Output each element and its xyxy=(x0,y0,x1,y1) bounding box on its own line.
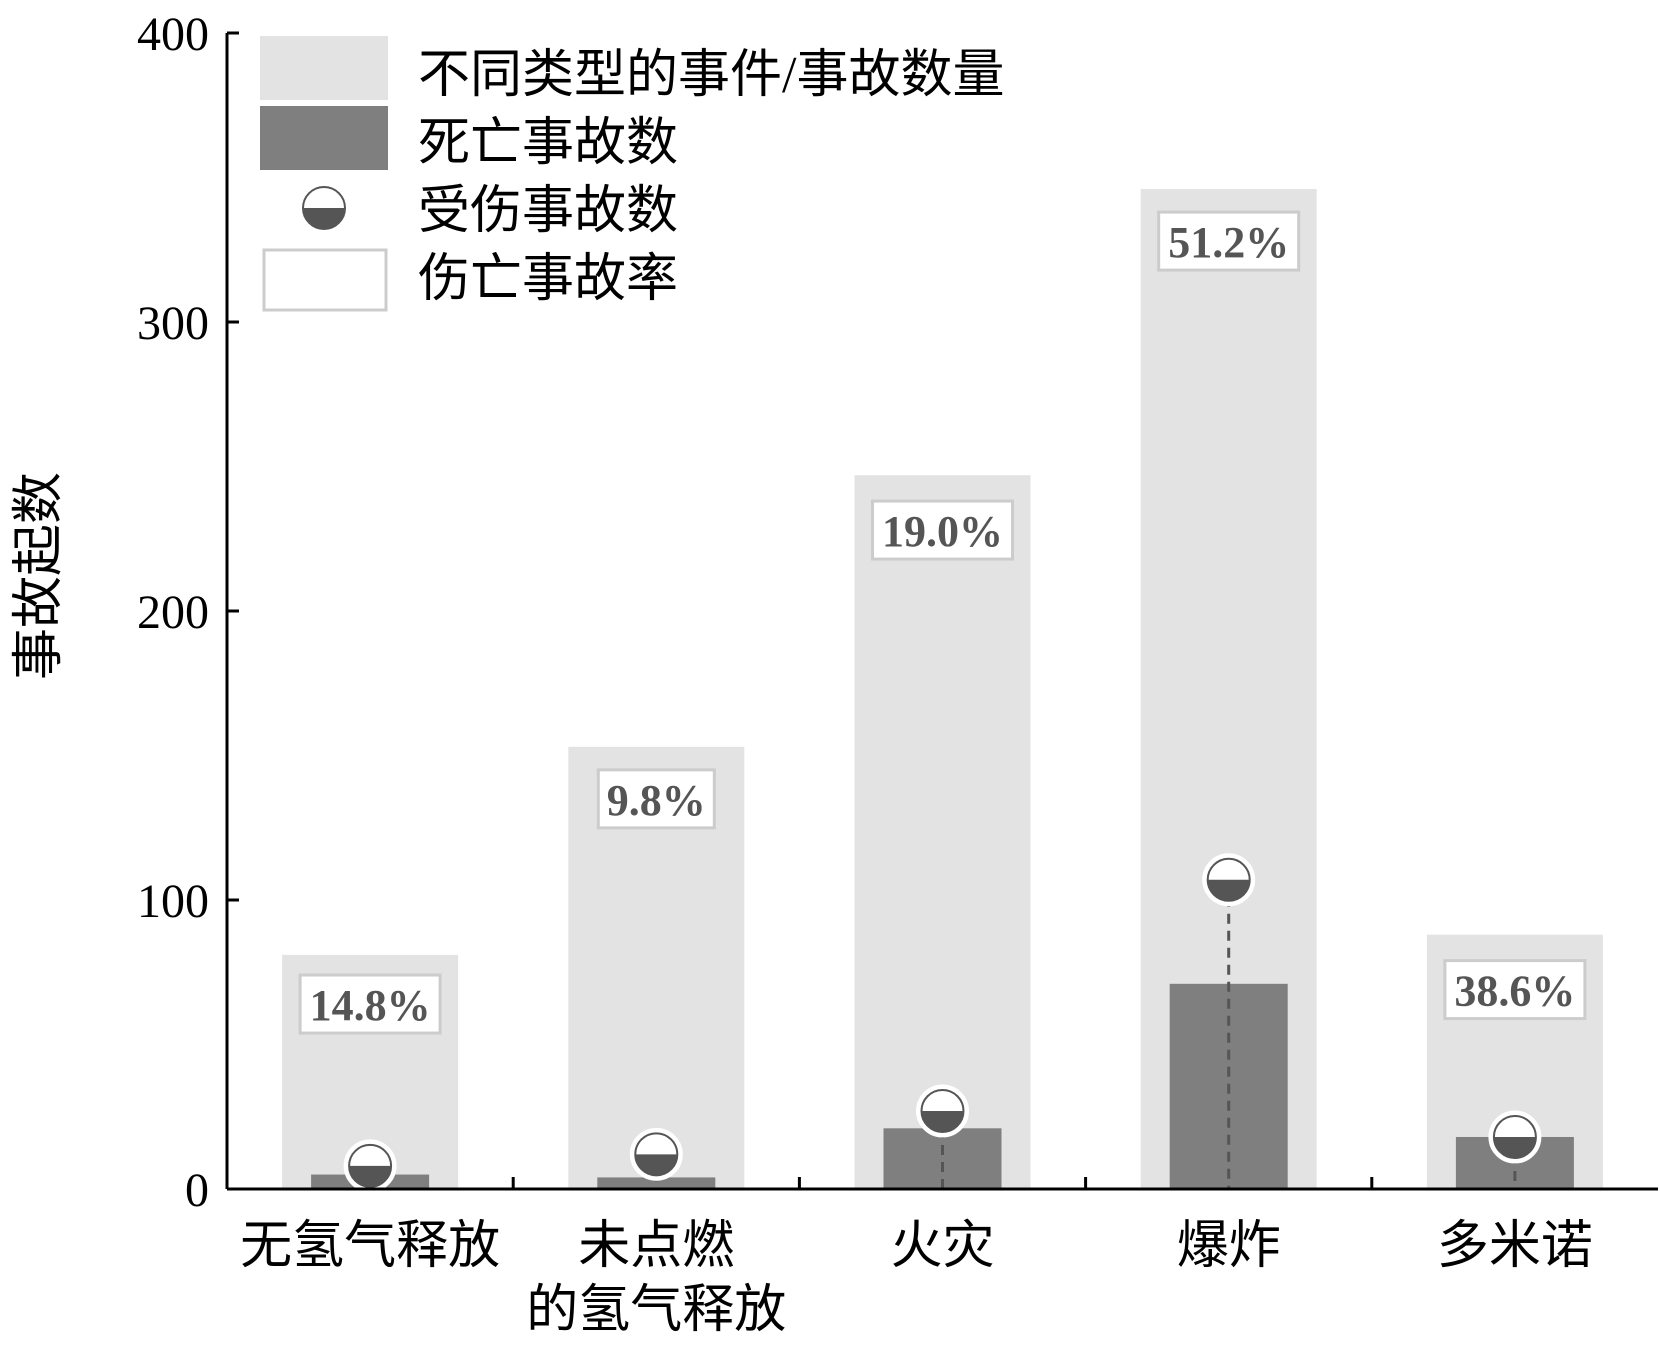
rate-label: 38.6% xyxy=(1454,967,1575,1016)
y-axis-label: 事故起数 xyxy=(11,472,68,680)
x-tick-label: 未点燃 xyxy=(578,1218,734,1275)
x-tick-label: 的氢气释放 xyxy=(526,1282,786,1339)
legend-label-total: 不同类型的事件/事故数量 xyxy=(418,47,1004,104)
y-tick-label: 0 xyxy=(185,1164,209,1217)
rate-label-box xyxy=(1157,210,1301,272)
x-tick-label: 无氢气释放 xyxy=(240,1218,500,1275)
injury-marker-bottom xyxy=(635,1154,678,1176)
injury-marker-bottom xyxy=(349,1165,392,1187)
legend-swatch-death xyxy=(260,106,388,170)
injury-marker-bottom xyxy=(1493,1136,1536,1158)
y-tick-label: 100 xyxy=(137,875,209,928)
x-tick-label: 多米诺 xyxy=(1437,1218,1593,1275)
legend-swatch-total xyxy=(260,36,388,100)
y-tick-label: 200 xyxy=(137,586,209,639)
y-tick-label: 300 xyxy=(137,297,209,350)
x-tick-label: 火灾 xyxy=(890,1218,994,1275)
legend-swatch-rate xyxy=(262,248,388,312)
y-tick-label: 400 xyxy=(137,8,209,61)
x-tick-label: 爆炸 xyxy=(1177,1218,1281,1275)
legend-label-rate: 伤亡事故率 xyxy=(418,251,678,308)
total-bar xyxy=(854,475,1031,1189)
death-bar xyxy=(597,1177,716,1189)
rate-label-box xyxy=(871,499,1014,561)
rate-label-box xyxy=(298,973,442,1035)
rate-label: 9.8% xyxy=(607,776,706,825)
legend-marker-injury-bottom xyxy=(303,208,345,229)
injury-marker-bottom xyxy=(921,1110,964,1132)
legend-label-injury: 受伤事故数 xyxy=(418,183,678,240)
rate-label-box xyxy=(1443,959,1587,1021)
rate-label: 19.0% xyxy=(882,507,1003,556)
injury-marker-bottom xyxy=(1207,879,1250,901)
death-bar xyxy=(883,1128,1002,1189)
legend-label-death: 死亡事故数 xyxy=(418,115,678,172)
rate-label-box xyxy=(596,768,716,830)
rate-label: 14.8% xyxy=(310,981,431,1030)
rate-label: 51.2% xyxy=(1168,218,1289,267)
